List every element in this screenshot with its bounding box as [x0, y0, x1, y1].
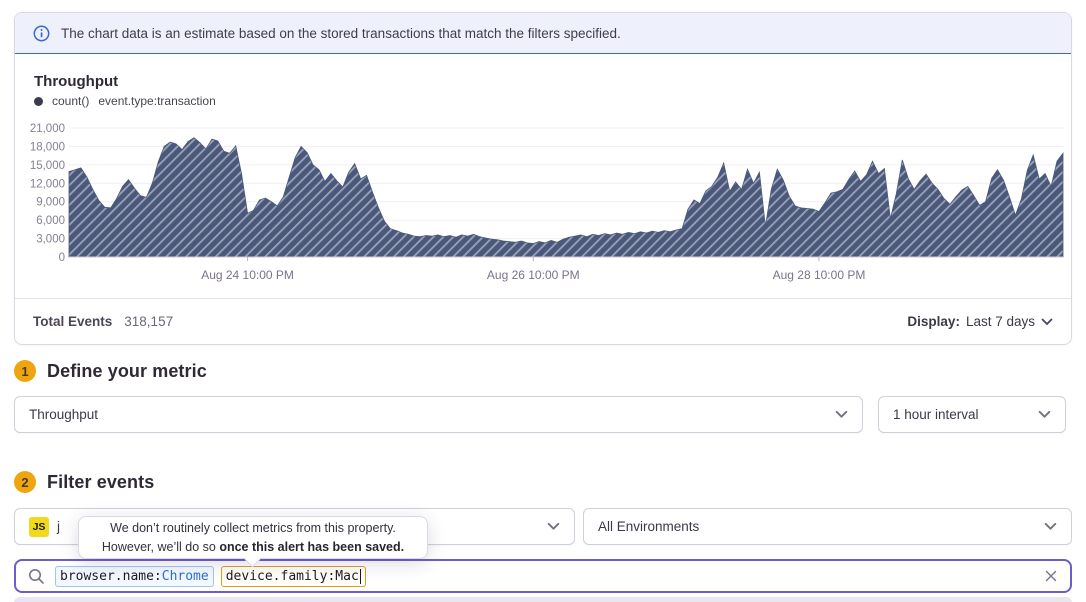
environment-select-value: All Environments [598, 519, 700, 534]
search-icon [29, 568, 44, 584]
step-1-title: Define your metric [47, 360, 207, 381]
tooltip-line-2: However, we’ll do so once this alert has… [101, 539, 405, 554]
legend-series-label: count() [52, 94, 90, 108]
display-label: Display: [907, 314, 960, 329]
next-panel-edge [14, 597, 1072, 602]
metric-select[interactable]: Throughput [14, 396, 863, 433]
close-icon [1045, 570, 1057, 582]
chevron-down-icon [1038, 410, 1051, 418]
chart-panel: The chart data is an estimate based on t… [14, 12, 1072, 345]
filter-token-browser-name[interactable]: browser.name: Chrome [55, 565, 214, 587]
text-cursor [359, 568, 362, 584]
step-1-header: 1 Define your metric [14, 360, 207, 382]
legend-dot [34, 96, 43, 106]
svg-text:3,000: 3,000 [36, 234, 65, 246]
chevron-down-icon [1044, 522, 1057, 530]
total-events-value: 318,157 [124, 314, 174, 329]
tooltip-line-1: We don’t routinely collect metrics from … [110, 521, 396, 535]
clear-search-button[interactable] [1044, 569, 1058, 583]
svg-text:21,000: 21,000 [30, 123, 65, 135]
environment-select[interactable]: All Environments [583, 508, 1072, 545]
metric-select-value: Throughput [29, 407, 99, 422]
javascript-platform-icon: JS [29, 516, 49, 537]
svg-text:Aug 28 10:00 PM: Aug 28 10:00 PM [773, 268, 866, 282]
svg-text:6,000: 6,000 [36, 215, 65, 227]
throughput-area-chart: 0 3,000 6,000 9,000 12,000 15,000 18,000 21,000… [30, 123, 1064, 282]
filter-search-input[interactable]: browser.name: Chrome device.family: Mac [14, 559, 1072, 593]
svg-text:0: 0 [59, 252, 65, 264]
svg-text:9,000: 9,000 [36, 197, 65, 209]
project-select-value: j [57, 519, 60, 534]
svg-text:18,000: 18,000 [30, 141, 65, 153]
svg-text:12,000: 12,000 [30, 178, 65, 190]
chevron-down-icon [835, 410, 848, 418]
chart-title: Throughput [34, 73, 119, 90]
metrics-collection-tooltip: We don’t routinely collect metrics from … [78, 516, 428, 567]
display-period-selector[interactable]: Display: Last 7 days [907, 314, 1053, 329]
interval-select[interactable]: 1 hour interval [878, 396, 1066, 433]
step-2-header: 2 Filter events [14, 471, 154, 493]
chart-legend: count() event.type:transaction [34, 94, 216, 108]
step-2-badge: 2 [14, 471, 36, 493]
display-value: Last 7 days [965, 314, 1035, 329]
legend-filter-label: event.type:transaction [98, 94, 216, 108]
interval-select-value: 1 hour interval [893, 407, 979, 422]
info-banner: The chart data is an estimate based on t… [15, 13, 1071, 54]
total-events: Total Events 318,157 [33, 314, 173, 329]
step-2-title: Filter events [47, 471, 155, 492]
chevron-down-icon [547, 522, 560, 530]
filter-token-device-family[interactable]: device.family: Mac [220, 565, 367, 587]
chevron-down-icon [1041, 318, 1053, 325]
info-icon [33, 25, 50, 41]
chart-footer: Total Events 318,157 Display: Last 7 day… [15, 298, 1071, 344]
step-1-badge: 1 [14, 360, 36, 382]
svg-text:Aug 26 10:00 PM: Aug 26 10:00 PM [487, 268, 580, 282]
total-events-label: Total Events [33, 314, 113, 329]
svg-text:15,000: 15,000 [30, 160, 65, 172]
banner-text: The chart data is an estimate based on t… [61, 25, 621, 41]
svg-text:Aug 24 10:00 PM: Aug 24 10:00 PM [201, 268, 294, 282]
